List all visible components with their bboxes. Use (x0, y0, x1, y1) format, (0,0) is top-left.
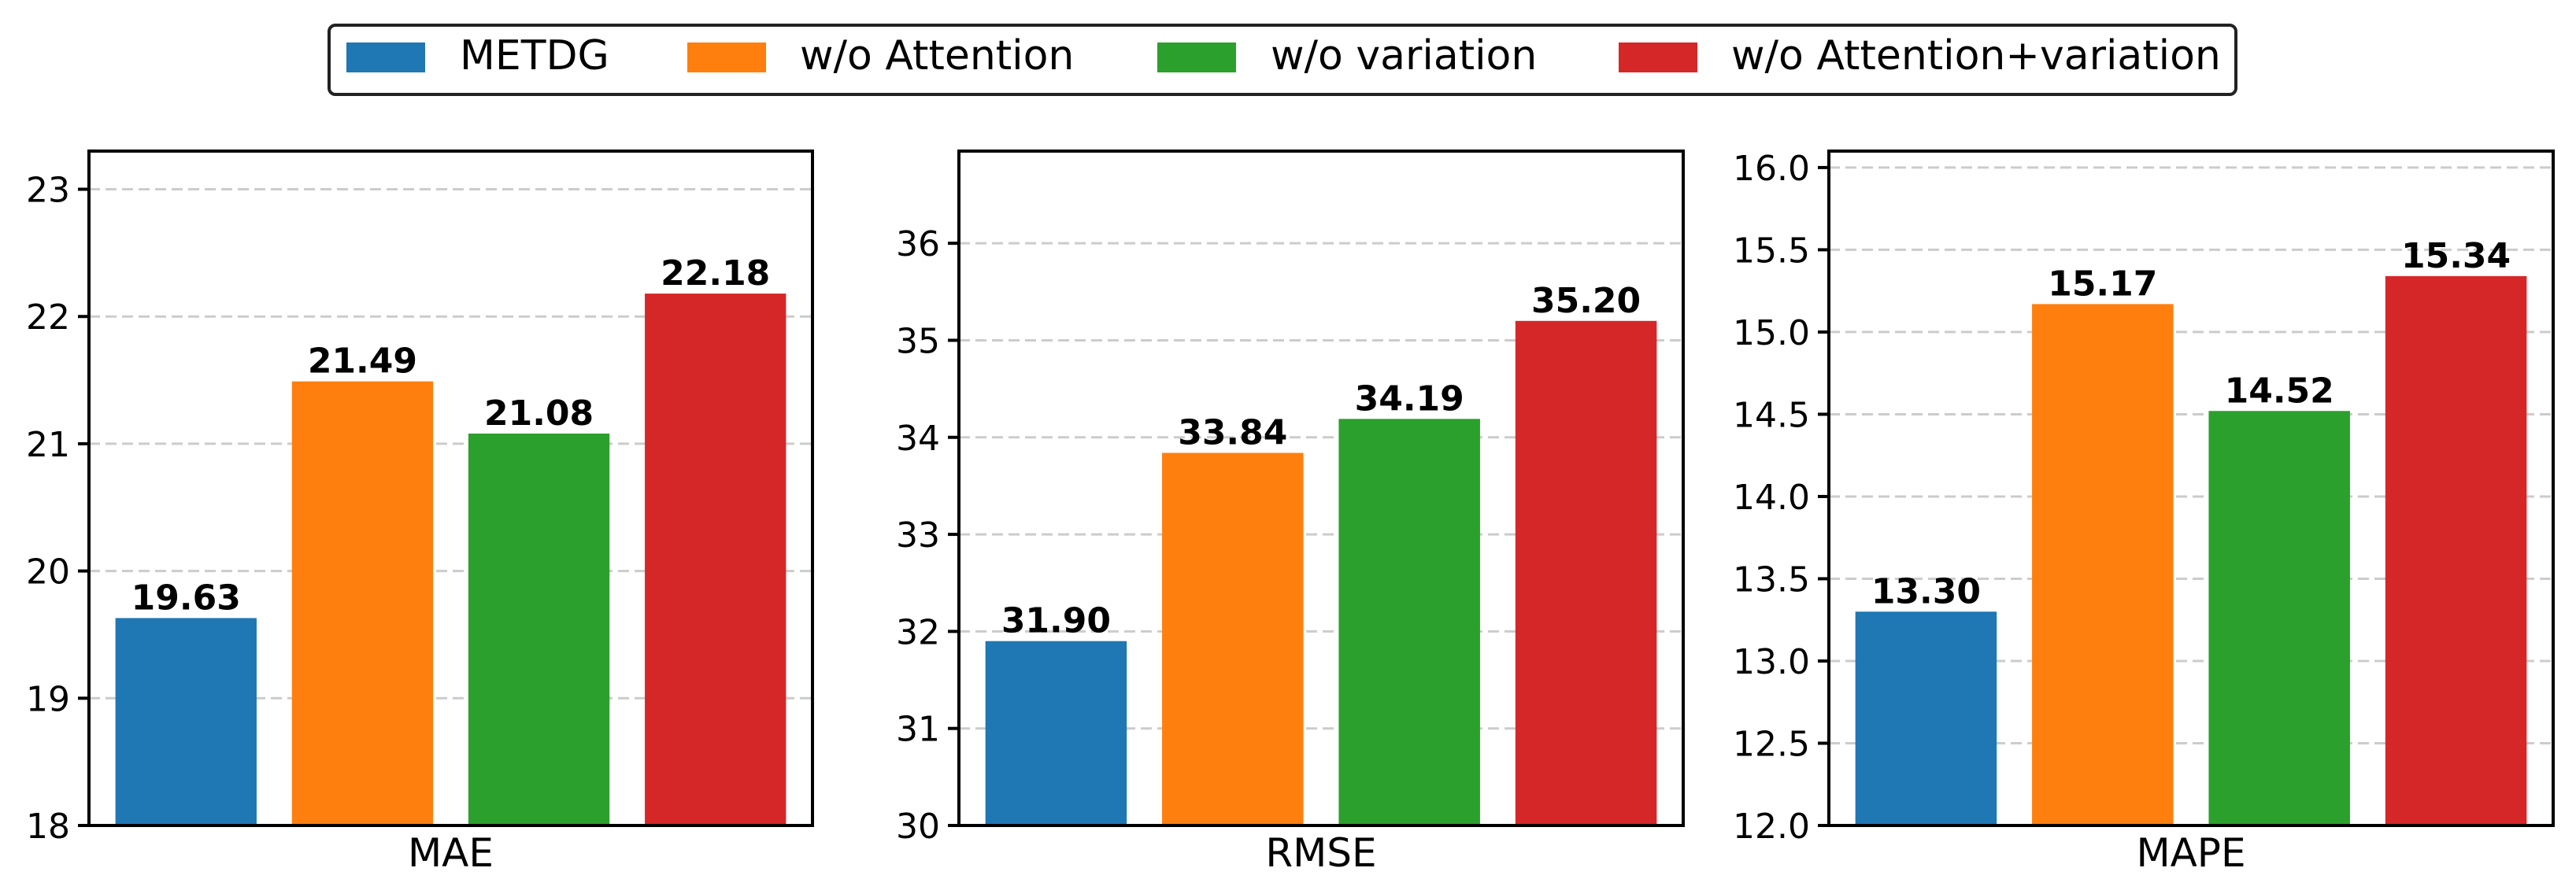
x-axis-label: MAE (408, 830, 494, 876)
y-tick-label: 15.5 (1733, 231, 1810, 271)
x-axis-label: MAPE (2136, 830, 2245, 876)
y-tick-label: 36 (896, 224, 940, 264)
bar-value-label: 19.63 (131, 578, 241, 618)
bar (2032, 304, 2174, 825)
bar (645, 294, 786, 825)
y-tick-label: 22 (26, 297, 70, 338)
legend-swatch (1157, 42, 1236, 72)
legend-label: w/o Attention+variation (1731, 32, 2221, 79)
bar (1515, 320, 1657, 825)
y-tick-label: 15.0 (1733, 313, 1810, 353)
y-tick-label: 12.5 (1733, 724, 1810, 764)
legend-label: w/o variation (1271, 32, 1537, 79)
y-tick-label: 31 (896, 710, 940, 750)
bar (2385, 275, 2527, 826)
y-tick-label: 19 (26, 679, 70, 719)
bar (468, 433, 610, 825)
bar-value-label: 35.20 (1531, 281, 1641, 321)
legend-label: w/o Attention (800, 32, 1074, 79)
bar-value-label: 33.84 (1178, 412, 1287, 452)
bar-value-label: 22.18 (661, 253, 770, 294)
legend-swatch (346, 42, 425, 72)
bar-value-label: 14.52 (2225, 371, 2334, 411)
axes-frame (87, 150, 814, 827)
y-tick-label: 35 (896, 321, 940, 361)
bar-value-label: 15.34 (2401, 236, 2511, 276)
y-tick-label: 30 (896, 807, 940, 847)
bar (291, 381, 434, 825)
axes-frame (1827, 150, 2555, 827)
y-tick-label: 16.0 (1733, 149, 1810, 189)
y-tick-label: 12.0 (1733, 807, 1810, 847)
y-tick-label: 21 (26, 425, 70, 465)
legend-swatch (1619, 42, 1697, 72)
bar-value-label: 21.49 (308, 342, 417, 382)
y-tick-label: 18 (26, 807, 70, 847)
bar-value-label: 31.90 (1001, 601, 1111, 641)
y-tick-label: 14.0 (1733, 478, 1810, 518)
legend-label: METDG (460, 32, 609, 79)
legend-box (328, 24, 2237, 96)
bar (1338, 419, 1480, 825)
bar (2208, 411, 2350, 825)
bar (985, 641, 1127, 825)
y-tick-label: 32 (896, 612, 940, 652)
bar-value-label: 34.19 (1355, 379, 1464, 419)
y-tick-label: 14.5 (1733, 395, 1810, 435)
x-axis-label: RMSE (1265, 830, 1376, 876)
y-tick-label: 34 (896, 419, 940, 459)
bar (1162, 452, 1304, 825)
y-tick-label: 20 (26, 552, 70, 593)
bar-value-label: 15.17 (2048, 264, 2157, 304)
bar-value-label: 13.30 (1871, 571, 1981, 611)
bar (1855, 611, 1997, 825)
y-tick-label: 13.0 (1733, 642, 1810, 682)
legend-swatch (687, 42, 766, 72)
bar-value-label: 21.08 (484, 393, 594, 434)
y-tick-label: 13.5 (1733, 559, 1810, 600)
y-tick-label: 33 (896, 515, 940, 556)
y-tick-label: 23 (26, 171, 70, 211)
bar (115, 618, 257, 825)
axes-frame (957, 150, 1685, 827)
